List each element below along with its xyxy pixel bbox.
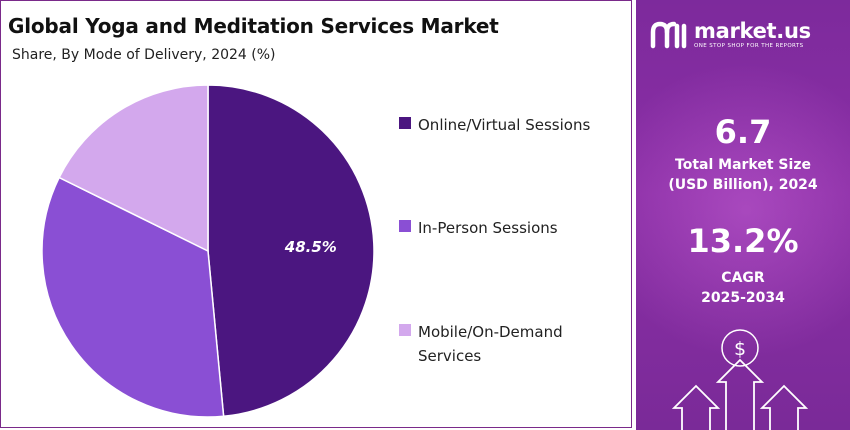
market-size-value: 6.7 xyxy=(714,113,772,151)
legend-label-mobile-line1: Mobile/On-Demand xyxy=(418,323,563,341)
pie-slice-1 xyxy=(41,176,225,418)
legend-label-mobile: Mobile/On-Demand Services xyxy=(418,320,618,368)
pie-chart: 48.5% xyxy=(41,84,375,418)
market-size-label-line1: Total Market Size xyxy=(675,157,811,173)
market-size-stat: 6.7 Total Market Size (USD Billion), 202… xyxy=(636,113,850,195)
pie-slice-2 xyxy=(58,84,209,253)
pie-slice-0 xyxy=(207,84,375,418)
cagr-label-line2: 2025-2034 xyxy=(701,290,785,306)
arrow-center-icon xyxy=(715,358,765,430)
brand-logo: market.us ONE STOP SHOP FOR THE REPORTS xyxy=(650,20,811,50)
cagr-label-line1: CAGR xyxy=(721,270,765,286)
cagr-value: 13.2% xyxy=(687,222,799,260)
legend-label-in-person: In-Person Sessions xyxy=(418,219,558,237)
summary-sidebar: market.us ONE STOP SHOP FOR THE REPORTS … xyxy=(636,0,850,430)
cagr-stat: 13.2% CAGR 2025-2034 xyxy=(636,222,850,308)
pie-slice-label-0: 48.5% xyxy=(284,238,337,256)
brand-name: market.us xyxy=(694,19,811,43)
chart-subtitle: Share, By Mode of Delivery, 2024 (%) xyxy=(12,47,276,63)
legend-swatch-in-person xyxy=(399,220,411,232)
market-size-label-line2: (USD Billion), 2024 xyxy=(668,177,818,193)
dollar-coin-icon xyxy=(721,329,759,367)
market-us-logo-icon xyxy=(650,21,687,49)
legend-label-mobile-line2: Services xyxy=(418,347,482,365)
legend-swatch-mobile xyxy=(399,324,411,336)
legend-item-mobile: Mobile/On-Demand Services xyxy=(399,320,618,368)
brand-tagline: ONE STOP SHOP FOR THE REPORTS xyxy=(694,43,804,49)
arrow-right-icon xyxy=(759,384,809,430)
legend-item-in-person: In-Person Sessions xyxy=(399,216,618,240)
legend-label-online: Online/Virtual Sessions xyxy=(418,116,591,134)
sidebar-glow xyxy=(636,60,850,360)
legend-swatch-online xyxy=(399,117,411,129)
chart-title: Global Yoga and Meditation Services Mark… xyxy=(8,14,499,38)
legend-item-online: Online/Virtual Sessions xyxy=(399,113,618,137)
arrow-left-icon xyxy=(671,384,721,430)
growth-arrows-illustration: $ xyxy=(671,329,809,430)
dollar-sign: $ xyxy=(734,338,746,360)
